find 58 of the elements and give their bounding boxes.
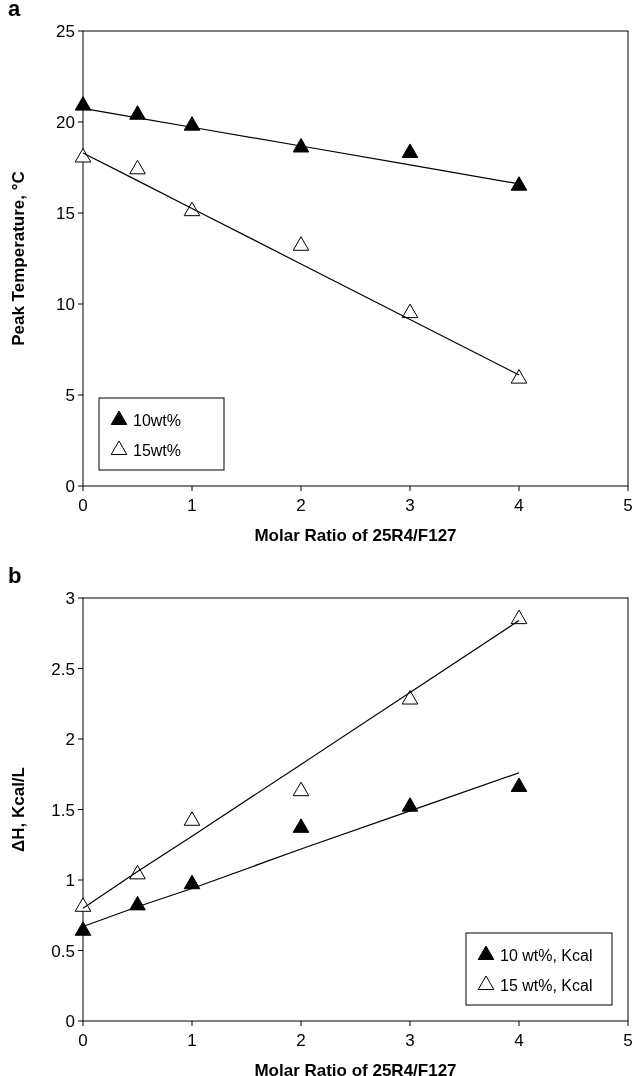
point — [510, 777, 528, 792]
point — [292, 137, 310, 153]
point — [401, 797, 419, 812]
point — [401, 303, 419, 319]
chart-title: b — [8, 563, 22, 588]
x-tick-label: 0 — [78, 496, 88, 515]
point — [183, 811, 201, 826]
point — [401, 143, 419, 158]
y-tick-label: 2.5 — [51, 659, 75, 679]
point — [129, 105, 146, 120]
y-tick-label: 10 — [56, 295, 75, 314]
point — [129, 159, 146, 175]
legend-label: 10wt% — [133, 412, 182, 429]
y-axis-title: ΔH, Kcal/L — [9, 767, 28, 852]
legend-label: 10 wt%, Kcal — [500, 947, 593, 964]
legend-label: 15 wt%, Kcal — [500, 977, 593, 994]
y-tick-label: 3 — [65, 589, 75, 608]
point — [292, 781, 310, 797]
point — [183, 874, 201, 890]
x-tick-label: 3 — [405, 1031, 415, 1050]
x-tick-label: 2 — [296, 1031, 306, 1050]
x-axis-title: Molar Ratio of 25R4/F127 — [254, 1061, 457, 1076]
point — [74, 147, 92, 163]
point — [183, 116, 201, 131]
point — [292, 236, 310, 251]
y-tick-label: 1.5 — [51, 800, 75, 820]
y-tick-label: 0.5 — [51, 941, 75, 961]
point — [510, 609, 528, 625]
y-tick-label: 25 — [56, 22, 75, 41]
y-tick-label: 2 — [65, 730, 75, 749]
point — [292, 818, 310, 833]
x-tick-label: 4 — [514, 1031, 524, 1050]
y-tick-label: 5 — [65, 386, 75, 405]
y-tick-label: 0 — [65, 477, 75, 496]
point — [74, 96, 92, 111]
point — [510, 176, 528, 191]
point — [74, 897, 92, 912]
legend-label: 15wt% — [133, 442, 182, 459]
point — [74, 921, 92, 936]
y-tick-label: 20 — [56, 113, 75, 132]
x-tick-label: 3 — [405, 496, 415, 515]
x-tick-label: 0 — [78, 1031, 88, 1050]
y-tick-label: 0 — [65, 1012, 75, 1031]
point — [129, 895, 146, 911]
chart-title: a — [8, 0, 21, 21]
y-tick-label: 15 — [56, 204, 75, 223]
y-tick-label: 1 — [65, 871, 75, 890]
x-axis-title: Molar Ratio of 25R4/F127 — [254, 526, 457, 545]
point — [401, 690, 419, 705]
x-tick-label: 4 — [514, 496, 524, 515]
x-tick-label: 2 — [296, 496, 306, 515]
x-tick-label: 5 — [623, 1031, 633, 1050]
x-tick-label: 1 — [187, 496, 197, 515]
x-tick-label: 1 — [187, 1031, 197, 1050]
y-axis-title: Peak Temperature, °C — [9, 171, 28, 346]
x-tick-label: 5 — [623, 496, 633, 515]
point — [183, 201, 201, 217]
point — [510, 369, 528, 384]
